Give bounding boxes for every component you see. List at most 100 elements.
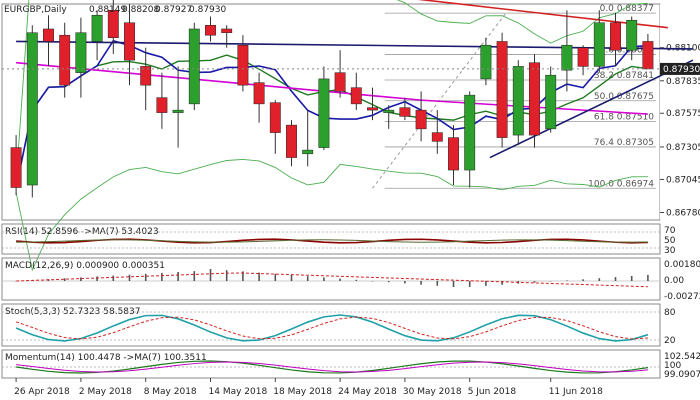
macd-histogram-bar (485, 281, 487, 286)
macd-histogram-bar (468, 281, 471, 287)
candle-body (529, 62, 540, 136)
momentum-tick-label: 99.0907 (664, 370, 700, 380)
ohlc-header-close: 0.87930 (189, 5, 226, 15)
candle-body (140, 66, 152, 86)
candle-body (237, 44, 249, 86)
time-tick-label: 2 May 2018 (79, 387, 132, 397)
macd-panel-frame (1, 257, 661, 301)
macd-histogram-bar (15, 281, 17, 282)
time-tick-label: 24 May 2018 (338, 387, 397, 397)
candle-body (577, 47, 589, 67)
candle-body (10, 147, 22, 188)
macd-histogram-bar (420, 281, 422, 285)
macd-tick-label: 0.00 (664, 276, 684, 286)
price-panel: 0.881000.878350.875750.873050.870450.867… (1, 0, 700, 272)
macd-label: MACD(12,26,9) 0.000900 0.000351 (5, 261, 165, 271)
macd-histogram-bar (452, 281, 455, 287)
time-tick-label: 11 Jun 2018 (549, 387, 603, 397)
price-badge (660, 62, 700, 75)
candle-body (642, 41, 654, 70)
macd-histogram-bar (387, 281, 390, 283)
ohlc-header-symbol: EURGBP,Daily (4, 5, 67, 15)
candle-body (75, 32, 87, 73)
momentum-panel-frame (1, 349, 661, 379)
candle-body (124, 22, 135, 61)
candle-body (43, 28, 54, 42)
fib-level-label: 0.0 0.88377 (600, 4, 654, 14)
candle-body (269, 102, 281, 133)
macd-histogram-bar (549, 281, 552, 282)
macd-histogram-bar (582, 279, 584, 281)
macd-histogram-bar (566, 280, 568, 281)
momentum-label: Momentum(14) 100.4478 ->MA(7) 100.3511 (5, 353, 207, 363)
price-badge-label: 0.87930 (663, 65, 700, 75)
macd-histogram-bar (96, 276, 98, 281)
macd-histogram-bar (630, 276, 633, 281)
fib-level-label: 50.0 0.87675 (594, 92, 654, 102)
price-tick-label: 0.87835 (666, 77, 700, 87)
candle-body (561, 44, 573, 71)
time-axis: 26 Apr 2018 2 May 2018 8 May 2018 14 May 20… (14, 378, 603, 397)
candle-body (480, 44, 492, 80)
candle-body (253, 82, 265, 105)
candle-body (367, 107, 378, 111)
macd-histogram-bar (598, 278, 601, 281)
rsi-ma-line (16, 239, 648, 243)
candle-body (188, 28, 200, 105)
candle-body (610, 22, 621, 51)
candle-body (91, 14, 103, 42)
trendline-navy-rising (489, 59, 694, 159)
rsi-label: RSI(14) 52.8596 ->MA(7) 53.4023 (5, 227, 159, 237)
candle-body (156, 97, 168, 113)
macd-histogram-bar (161, 272, 163, 281)
macd-histogram-bar (290, 275, 293, 281)
ohlc-header-high: 0.88208 (122, 5, 159, 15)
macd-histogram-bar (436, 281, 439, 286)
macd-histogram-bar (144, 273, 147, 281)
candle-body (448, 137, 459, 171)
macd-histogram-bar (323, 277, 325, 281)
candle-body (302, 149, 314, 155)
stoch-tick-label: 80 (664, 308, 676, 318)
fib-level-label: 61.8 0.87510 (594, 112, 654, 122)
candle-body (286, 124, 297, 158)
candle-body (205, 24, 216, 36)
candle-body (383, 109, 395, 113)
macd-signal-line (16, 272, 648, 288)
rsi-panel-frame (1, 223, 661, 255)
macd-histogram-bar (274, 273, 277, 281)
moving-average-green (15, 54, 649, 188)
momentum-ma-line (16, 361, 648, 373)
rsi-tick-label: 70 (664, 226, 676, 236)
candle-body (172, 109, 184, 113)
stoch-k-line (15, 314, 649, 342)
candle-body (431, 132, 443, 142)
time-tick-label: 5 Jun 2018 (468, 387, 517, 397)
macd-histogram-bar (258, 272, 260, 281)
candle-body (221, 28, 233, 33)
stoch-panel-frame (1, 303, 661, 347)
candle-body (512, 66, 524, 136)
candle-body (626, 19, 638, 51)
bollinger-upper (15, 0, 648, 183)
candle-body (415, 109, 427, 130)
price-tick-label: 0.87045 (666, 175, 700, 185)
fib-level-label: 76.4 0.87305 (594, 138, 654, 148)
price-tick-label: 0.87575 (666, 109, 700, 119)
candle-body (107, 9, 119, 38)
macd-histogram-bar (306, 276, 309, 281)
time-tick-label: 8 May 2018 (144, 387, 197, 397)
candle-body (59, 34, 71, 86)
macd-histogram-bar (404, 281, 406, 284)
macd-histogram-bar (533, 281, 536, 283)
price-tick-label: 0.87305 (666, 143, 700, 153)
macd-tick-label: 0.001807 (664, 260, 700, 270)
momentum-tick-label: 100 (664, 361, 681, 371)
macd-histogram-bar (80, 277, 82, 281)
moving-average-magenta (16, 61, 648, 115)
candle-body (334, 72, 346, 92)
candle-body (545, 74, 557, 130)
bollinger-lower (15, 158, 648, 272)
